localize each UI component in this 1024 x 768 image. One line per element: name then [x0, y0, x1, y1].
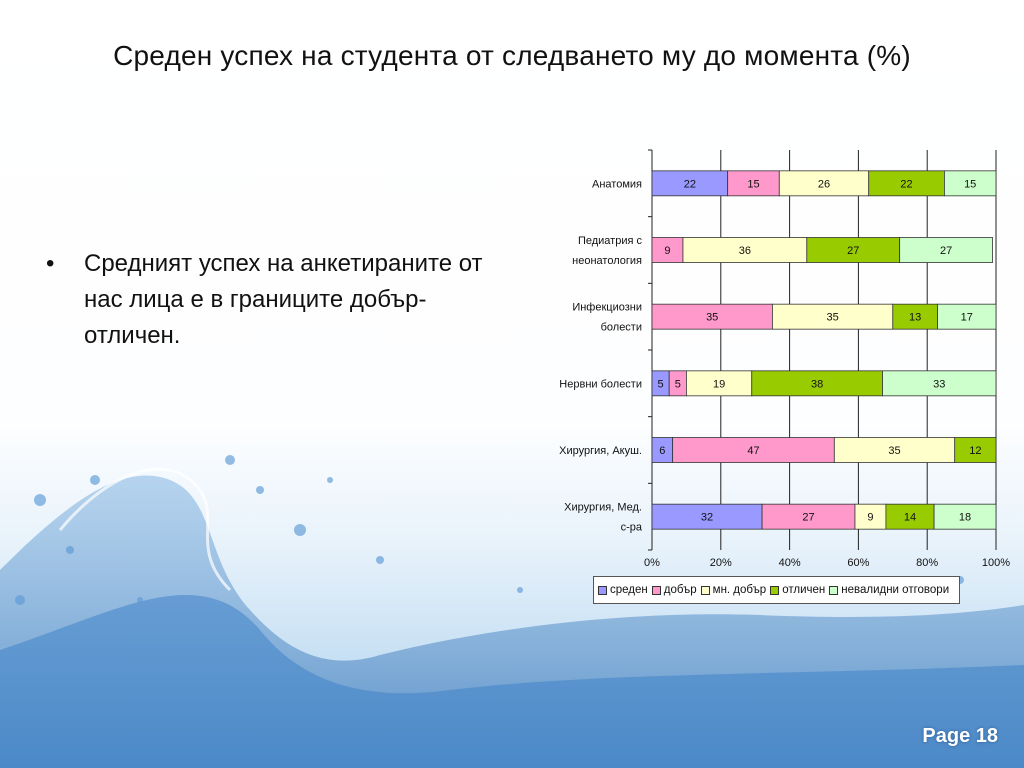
- legend-label: мн. добър: [712, 584, 767, 596]
- bar-segment: [686, 370, 753, 397]
- bar-segment: [727, 170, 780, 197]
- data-label: 26: [818, 178, 830, 190]
- data-label: 27: [847, 245, 859, 257]
- data-label: 22: [684, 178, 696, 190]
- bullet-marker: •: [46, 250, 55, 277]
- bar-segment: [651, 370, 670, 397]
- bar-segment: [668, 370, 687, 397]
- bar-segment: [682, 237, 808, 263]
- bullet-text: Средният успех на анкетираните от нас ли…: [84, 250, 483, 349]
- data-label: 15: [747, 178, 759, 190]
- data-label: 27: [940, 245, 952, 257]
- data-label: 22: [900, 178, 912, 190]
- data-label: 35: [706, 312, 718, 324]
- data-label: 13: [909, 312, 921, 324]
- page-number: Page 18: [922, 725, 998, 747]
- legend-label: среден: [610, 584, 648, 596]
- category-label: Инфекциозни болести: [572, 302, 642, 334]
- slide-title: Среден успех на студента от следването м…: [113, 40, 911, 71]
- data-label: 5: [675, 378, 681, 390]
- bar-segment: [944, 170, 997, 197]
- data-label: 5: [658, 378, 664, 390]
- bar-segment: [772, 303, 894, 330]
- bar-segment: [806, 237, 901, 263]
- bar-segment: [899, 237, 993, 263]
- legend-item: мн. добър: [700, 584, 767, 596]
- legend-item: среден: [598, 584, 648, 596]
- data-label: 15: [964, 178, 976, 190]
- bar-segment: [651, 170, 729, 197]
- data-label: 36: [739, 245, 751, 257]
- chart-legend: среден добър мн. добър отличен невалидни отг…: [593, 576, 961, 604]
- legend-swatch: [598, 585, 607, 595]
- bar-segment: [892, 303, 938, 330]
- bar-segment: [778, 170, 870, 197]
- bar-segment: [651, 303, 773, 330]
- legend-label: отличен: [782, 584, 826, 596]
- data-label: 38: [811, 378, 823, 390]
- data-label: 33: [933, 378, 945, 390]
- legend-swatch: [829, 585, 839, 595]
- data-label: 17: [961, 312, 973, 324]
- legend-label: добър: [663, 584, 697, 596]
- data-label: 9: [664, 245, 670, 257]
- legend-item: невалидни отговори: [829, 584, 949, 596]
- category-label: Анатомия: [592, 178, 642, 190]
- bar-segment: [882, 370, 997, 397]
- bar-segment: [937, 303, 997, 330]
- bar-segment: [868, 170, 945, 197]
- water-splash-illustration: [0, 455, 1024, 768]
- category-label: Педиатрия с неонатология: [572, 235, 642, 267]
- bar-segment: [751, 370, 883, 397]
- legend-item: отличен: [770, 584, 825, 596]
- legend-swatch: [700, 585, 710, 595]
- data-label: 35: [826, 312, 838, 324]
- bar-segment: [651, 237, 684, 263]
- data-label: 19: [713, 378, 725, 390]
- legend-swatch: [651, 585, 661, 595]
- legend-item: добър: [651, 584, 697, 596]
- legend-label: невалидни отговори: [841, 584, 950, 596]
- category-label: Нервни болести: [559, 378, 642, 390]
- legend-swatch: [770, 585, 780, 595]
